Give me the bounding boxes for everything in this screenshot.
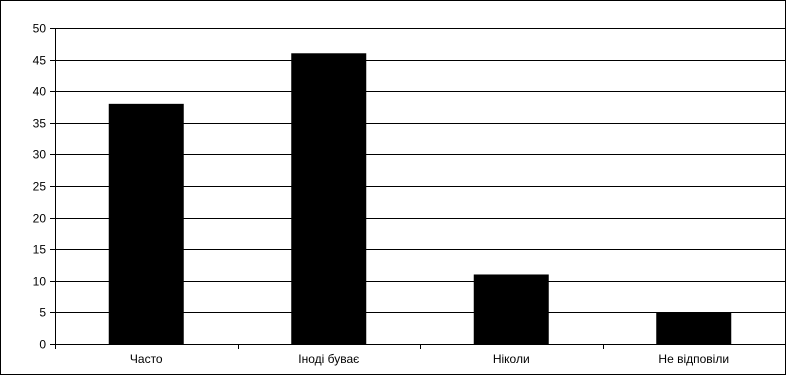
y-tick-label: 45 [33, 54, 47, 68]
y-tick-label: 10 [33, 275, 47, 289]
bar-0 [108, 103, 184, 344]
y-tick-label: 30 [33, 148, 47, 162]
x-tick-label: Не відповіли [658, 352, 729, 366]
y-tick-label: 25 [33, 180, 47, 194]
y-tick-label: 50 [33, 22, 47, 36]
y-tick-label: 40 [33, 85, 47, 99]
bars [108, 53, 732, 344]
y-tick-label: 35 [33, 117, 47, 131]
y-tick-label: 0 [39, 338, 46, 352]
y-tick-label: 5 [39, 306, 46, 320]
bar-3 [656, 312, 732, 344]
x-tick-label: Часто [130, 352, 163, 366]
x-tick-labels: Часто Іноді буває Ніколи Не відповіли [130, 352, 729, 366]
x-tick-label: Ніколи [493, 352, 530, 366]
bar-1 [291, 53, 367, 344]
y-tick-label: 15 [33, 243, 47, 257]
bar-2 [473, 274, 549, 344]
y-tick-label: 20 [33, 212, 47, 226]
x-tick-label: Іноді буває [298, 352, 359, 366]
axes [50, 28, 786, 349]
y-tick-labels: 0 5 10 15 20 25 30 35 40 45 50 [33, 22, 47, 352]
